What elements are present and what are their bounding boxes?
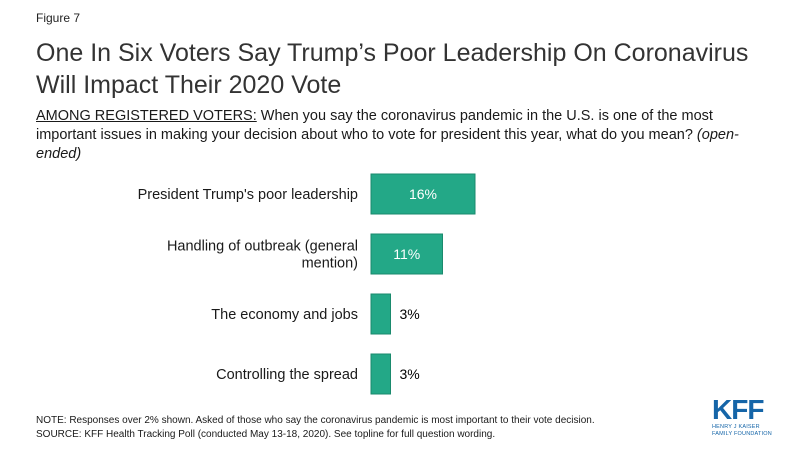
subtitle-text: When you say the coronavirus pandemic in…	[36, 108, 713, 143]
bar	[370, 173, 476, 215]
footnote-source: SOURCE: KFF Health Tracking Poll (conduc…	[36, 429, 496, 440]
figure-label: Figure 7	[36, 11, 81, 25]
chart-title: One In Six Voters Say Trump’s Poor Leade…	[36, 39, 749, 99]
subtitle-note: (open-ended)	[36, 127, 739, 162]
chart-subtitle: AMONG REGISTERED VOTERS: When you say th…	[36, 107, 766, 164]
data-label: 16%	[409, 186, 437, 202]
category-label: The economy and jobs	[211, 307, 358, 323]
bar-chart: President Trump's poor leadership 16% Hand…	[138, 173, 476, 395]
bar	[370, 233, 443, 275]
data-label: 3%	[400, 366, 420, 382]
footnotes: NOTE: Responses over 2% shown. Asked of …	[36, 414, 595, 442]
footnote-note: NOTE: Responses over 2% shown. Asked of …	[36, 415, 595, 426]
bar	[370, 293, 391, 335]
category-label: Controlling the spread	[216, 367, 358, 383]
kff-logo: KFF HENRY J KAISER FAMILY FOUNDATION	[712, 396, 778, 437]
category-label: mention)	[302, 256, 358, 272]
logo-subtext: HENRY J KAISER FAMILY FOUNDATION	[712, 424, 772, 437]
category-label: President Trump's poor leadership	[138, 187, 358, 203]
data-label: 11%	[393, 246, 420, 262]
data-label: 3%	[400, 306, 420, 322]
bar	[370, 353, 391, 395]
subtitle-lead: AMONG REGISTERED VOTERS:	[36, 108, 257, 124]
logo-wordmark: KFF	[712, 394, 764, 425]
category-label: Handling of outbreak (general	[167, 239, 358, 255]
